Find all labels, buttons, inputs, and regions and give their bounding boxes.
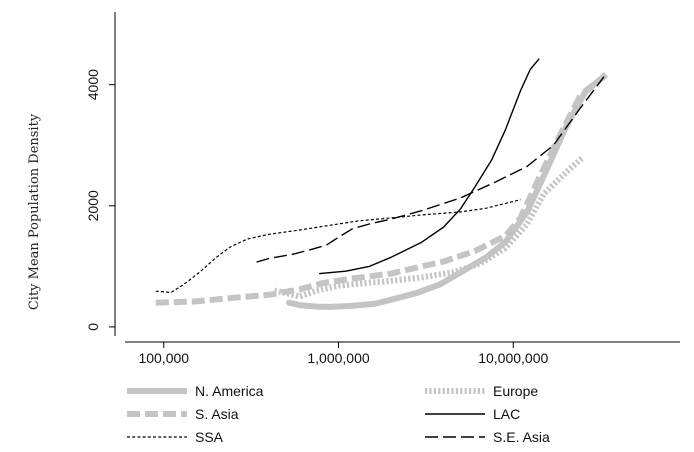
series-line-s-e-asia xyxy=(256,76,605,263)
legend-label: S. Asia xyxy=(195,406,239,422)
series-line-europe xyxy=(273,155,585,300)
series-layer xyxy=(155,58,609,310)
y-tick-label: 4000 xyxy=(85,69,101,100)
x-tick-label: 10,000,000 xyxy=(478,350,548,366)
y-tick-label: 2000 xyxy=(85,190,101,221)
series-line-ssa xyxy=(155,199,521,293)
series-line-n-america xyxy=(285,73,607,310)
legend-label: N. America xyxy=(195,383,264,399)
series-line-s-asia xyxy=(155,72,609,306)
legend-label: SSA xyxy=(195,429,224,445)
legend-label: S.E. Asia xyxy=(493,429,550,445)
plot-area: 0 2000 4000 100,000 1,000,000 10,000,000 xyxy=(85,12,680,366)
y-axis-title: City Mean Population Density xyxy=(27,113,42,310)
y-tick-label: 0 xyxy=(85,323,101,331)
legend-label: Europe xyxy=(493,383,538,399)
y-axis-ticks: 0 2000 4000 xyxy=(85,69,115,331)
series-line-lac xyxy=(319,58,540,275)
x-tick-label: 100,000 xyxy=(138,350,189,366)
legend-label: LAC xyxy=(493,406,520,422)
x-tick-label: 1,000,000 xyxy=(307,350,369,366)
legend: N. America Europe S. Asia LAC SSA S.E. Asia xyxy=(127,383,550,445)
x-axis-ticks: 100,000 1,000,000 10,000,000 xyxy=(138,342,548,366)
